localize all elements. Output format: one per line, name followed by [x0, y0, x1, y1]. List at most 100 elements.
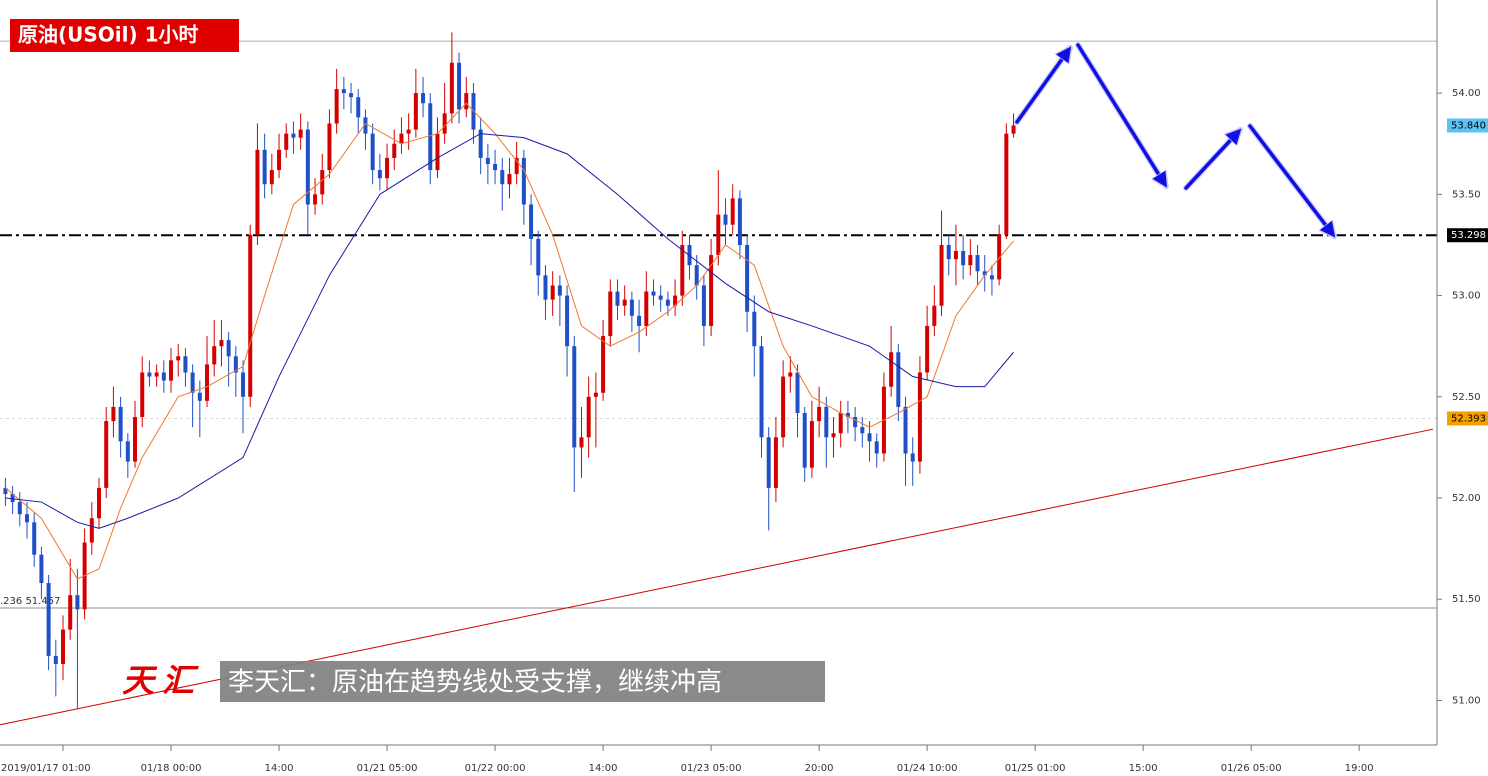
- arrow: [1184, 130, 1240, 190]
- arrow: [1015, 48, 1070, 124]
- candle-body: [305, 129, 310, 205]
- candle-body: [910, 453, 915, 462]
- candle-body: [946, 244, 951, 260]
- candle-body: [320, 170, 325, 195]
- candle-body: [97, 487, 102, 519]
- candle-body: [593, 392, 598, 397]
- candle-body: [457, 62, 462, 110]
- candle-body: [521, 157, 526, 205]
- candle-body: [313, 194, 318, 205]
- candle-body: [982, 271, 987, 276]
- candle-body: [781, 376, 786, 438]
- x-tick-label: 01/18 00:00: [141, 763, 202, 774]
- candle-body: [737, 198, 742, 245]
- x-tick-label: 2019/01/17 01:00: [1, 763, 91, 774]
- candle-body: [853, 417, 858, 428]
- candle-body: [341, 89, 346, 94]
- candle-body: [25, 514, 30, 523]
- candle-body: [226, 340, 231, 357]
- candle-body: [665, 299, 670, 306]
- candle-body: [269, 170, 274, 185]
- candle-body: [507, 174, 512, 185]
- candle-body: [550, 285, 555, 300]
- candle-body: [435, 133, 440, 171]
- candle-body: [428, 103, 433, 171]
- candle-body: [795, 372, 800, 413]
- candle-body: [190, 372, 195, 393]
- candle-body: [413, 93, 418, 130]
- candle-body: [349, 93, 354, 98]
- candle-body: [298, 129, 303, 138]
- plot-area: .236 51.457: [0, 32, 1437, 726]
- candle-body: [89, 518, 94, 543]
- candle-body: [968, 255, 973, 266]
- candle-body: [824, 406, 829, 438]
- price-label-box: [1447, 118, 1488, 133]
- candle-body: [197, 392, 202, 401]
- candle-body: [723, 214, 728, 225]
- candle-body: [493, 163, 498, 171]
- moving-average: [5, 133, 1014, 529]
- candle-body: [896, 352, 901, 407]
- candle-body: [241, 372, 246, 397]
- candle-body: [154, 372, 159, 377]
- y-tick-label: 51.50: [1452, 594, 1481, 605]
- candle-body: [673, 295, 678, 306]
- candle-body: [939, 244, 944, 306]
- y-tick-label: 52.00: [1452, 493, 1481, 504]
- candle-body: [658, 295, 663, 300]
- x-tick-label: 15:00: [1129, 763, 1158, 774]
- moving-average: [5, 102, 1014, 580]
- candle-body: [284, 133, 289, 150]
- candle-body: [874, 441, 879, 454]
- annotation: 李天汇：原油在趋势线处受支撑，继续冲高: [228, 668, 722, 698]
- candle-body: [53, 655, 58, 665]
- candle-body: [205, 364, 210, 401]
- y-tick-label: 53.00: [1452, 291, 1481, 302]
- x-tick-label: 01/22 00:00: [465, 763, 526, 774]
- candle-body: [867, 433, 872, 442]
- candle-body: [478, 129, 483, 158]
- candle-body: [3, 487, 8, 494]
- candle-body: [161, 372, 166, 381]
- candle-body: [889, 352, 894, 387]
- candle-body: [838, 412, 843, 434]
- candle-body: [860, 427, 865, 434]
- candle-body: [961, 251, 966, 266]
- candle-body: [334, 89, 339, 124]
- x-tick-label: 14:00: [589, 763, 618, 774]
- candle-body: [752, 311, 757, 347]
- candle-body: [363, 117, 368, 134]
- candle-body: [61, 629, 66, 665]
- candle-body: [529, 204, 534, 239]
- candle-body: [730, 198, 735, 225]
- x-tick-label: 01/23 05:00: [681, 763, 742, 774]
- price-line-note: .236 51.457: [0, 596, 60, 607]
- candle-body: [500, 170, 505, 185]
- candle-body: [586, 396, 591, 438]
- price-label: 53.298: [1451, 230, 1486, 241]
- price-label-box: [1447, 411, 1488, 426]
- candle-body: [601, 336, 606, 393]
- watermark: 天汇: [122, 662, 202, 700]
- arrow: [1076, 43, 1166, 186]
- price-label-box: [1447, 228, 1488, 243]
- candle-body: [709, 255, 714, 326]
- x-tick-label: 01/26 05:00: [1221, 763, 1282, 774]
- candle-body: [233, 356, 238, 373]
- candle-body: [514, 157, 519, 175]
- x-tick-label: 20:00: [805, 763, 834, 774]
- x-tick-label: 01/24 10:00: [897, 763, 958, 774]
- candle-body: [125, 441, 130, 462]
- candle-body: [680, 244, 685, 296]
- candle-body: [608, 291, 613, 337]
- candle-body: [370, 133, 375, 171]
- candle-body: [1011, 125, 1016, 134]
- candle-body: [212, 346, 217, 365]
- candle-body: [975, 255, 980, 272]
- candle-body: [817, 406, 822, 422]
- candle-body: [694, 265, 699, 286]
- candle-body: [644, 291, 649, 326]
